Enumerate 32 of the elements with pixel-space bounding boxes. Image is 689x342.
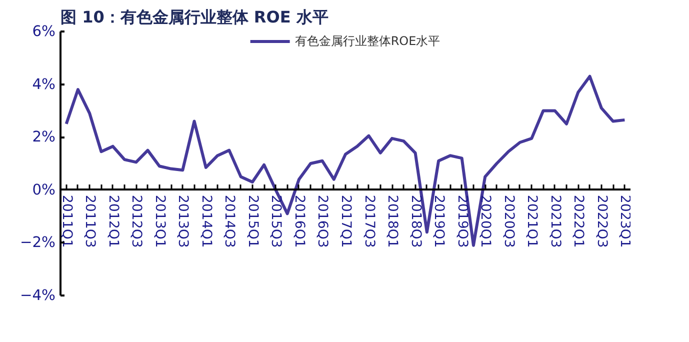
x-tick-label: 2011Q1: [58, 194, 74, 248]
x-tick-label: 2015Q1: [244, 194, 260, 248]
x-tick-label: 2013Q3: [175, 194, 190, 248]
x-tick-label: 2016Q3: [314, 194, 330, 248]
x-tick-label: 2014Q3: [222, 194, 237, 248]
x-tick-label: 2013Q1: [152, 194, 167, 248]
y-tick-label: −4%: [20, 287, 56, 304]
x-tick-label: 2022Q1: [570, 194, 586, 248]
x-tick-label: 2021Q3: [547, 194, 562, 248]
y-tick-label: 6%: [32, 23, 56, 40]
y-tick-label: 2%: [32, 128, 56, 146]
x-tick-label: 2016Q1: [291, 194, 306, 248]
x-tick-label: 2018Q3: [408, 194, 423, 248]
x-tick-label: 2018Q1: [384, 194, 400, 248]
x-tick-label: 2015Q3: [268, 194, 284, 248]
x-tick-label: 2014Q1: [198, 194, 214, 248]
y-tick-label: 4%: [32, 76, 56, 93]
x-tick-label: 2022Q3: [594, 194, 609, 248]
x-tick-label: 2011Q3: [82, 194, 98, 248]
chart-title: 图 10：有色金属行业整体 ROE 水平: [60, 8, 328, 26]
y-tick-label: −2%: [20, 234, 56, 252]
x-tick-label: 2019Q1: [431, 194, 446, 248]
x-tick-label: 2012Q3: [128, 194, 144, 248]
x-tick-label: 2019Q3: [454, 194, 470, 248]
x-tick-label: 2020Q3: [500, 194, 516, 248]
x-tick-label: 2020Q1: [478, 194, 493, 248]
x-tick-label: 2017Q3: [361, 194, 376, 248]
y-tick-label: 0%: [32, 181, 56, 198]
legend-label: 有色金属行业整体ROE水平: [294, 32, 440, 50]
x-tick-label: 2012Q1: [105, 194, 120, 248]
x-tick-label: 2021Q1: [524, 194, 540, 248]
x-tick-label: 2017Q1: [338, 194, 353, 248]
